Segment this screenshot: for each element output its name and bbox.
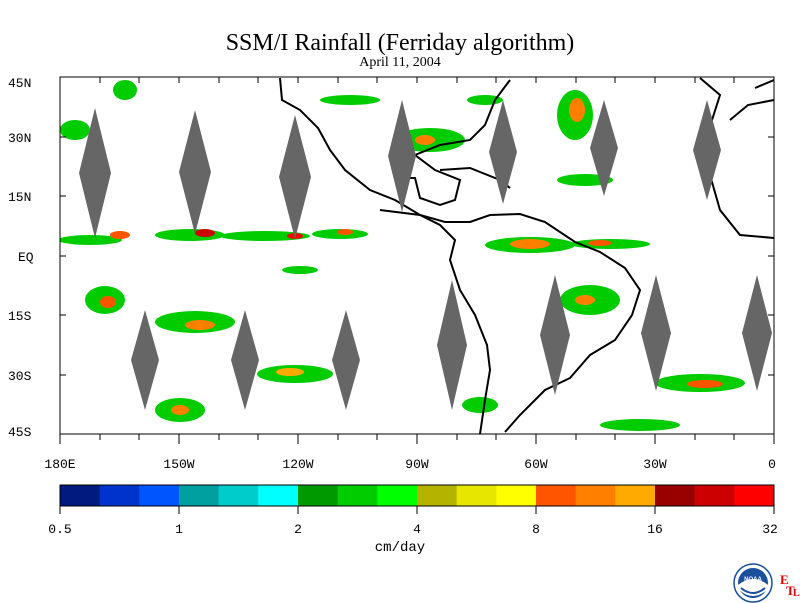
colorbar-ticks [59,506,775,514]
colorbar-segment [99,485,140,506]
colorbar-tick-label: 16 [647,522,663,537]
lon-label: 180E [44,457,75,472]
lon-label: 120W [282,457,313,472]
colorbar-segment [655,485,696,506]
colorbar-segment [377,485,418,506]
coverage-gaps [79,100,772,410]
colorbar-segment [536,485,577,506]
noaa-logo: NOAA [733,563,773,603]
colorbar-segment [734,485,775,506]
colorbar-segment [456,485,497,506]
itcz-band [60,229,650,274]
colorbar-tick-label: 1 [175,522,183,537]
colorbar-tick-label: 8 [532,522,540,537]
lat-ticks [60,76,774,435]
northern-bands [60,80,613,186]
colorbar-segment [496,485,537,506]
colorbar-segment [60,485,101,506]
colorbar-segment [575,485,616,506]
lat-label: 45S [8,425,32,440]
colorbar-segment [417,485,458,506]
colorbar-segment [258,485,299,506]
etl-letter: L [793,588,800,599]
colorbar-segment [337,485,378,506]
lat-label: 15S [8,309,32,324]
lat-label: EQ [18,250,34,265]
lat-label: 30S [8,369,32,384]
colorbar-tick-label: 2 [294,522,302,537]
colorbar-segment [139,485,180,506]
noaa-logo-text: NOAA [744,577,762,583]
colorbar [60,485,775,506]
lon-label: 60W [524,457,548,472]
southern-bands [85,285,745,431]
lon-label: 0 [768,457,776,472]
etl-letter: T [786,583,795,598]
lon-ticks [59,77,775,444]
colorbar-unit: cm/day [374,540,426,556]
colorbar-tick-label: 4 [413,522,421,537]
colorbar-tick-label: 0.5 [48,522,71,537]
lat-label: 45N [8,76,31,91]
lon-label: 90W [405,457,429,472]
colorbar-segment [694,485,735,506]
map-title: SSM/I Rainfall (Ferriday algorithm) [225,30,575,56]
lat-label: 30N [8,131,31,146]
colorbar-segment [218,485,259,506]
colorbar-segment [298,485,339,506]
lon-label: 30W [643,457,667,472]
colorbar-segment [179,485,220,506]
lat-label: 15N [8,190,31,205]
colorbar-segment [615,485,656,506]
etl-letter: E [780,572,789,587]
lon-label: 150W [163,457,194,472]
rain-bands [60,80,745,431]
map-date: April 11, 2004 [359,55,441,70]
colorbar-tick-label: 32 [762,522,778,537]
